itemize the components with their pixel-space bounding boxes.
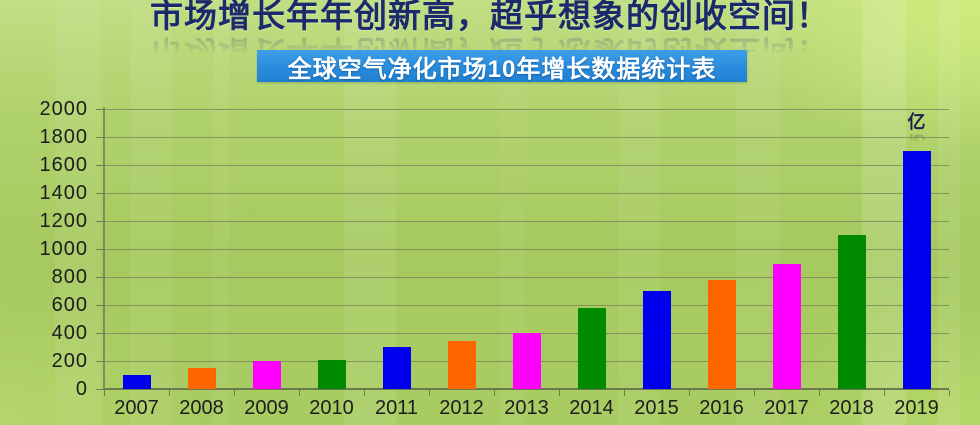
- x-tick-label: 2014: [569, 397, 614, 419]
- x-axis-tick: [624, 390, 625, 396]
- header: 市场增长年年创新高，超乎想象的创收空间！ 市场增长年年创新高，超乎想象的创收空间…: [0, 0, 980, 52]
- gridline: [104, 221, 949, 222]
- y-tick-label: 1800: [39, 126, 88, 148]
- x-tick-label: 2018: [829, 397, 874, 419]
- x-axis-tick: [299, 390, 300, 396]
- x-tick-label: 2013: [504, 397, 549, 419]
- y-tick-label: 1600: [39, 154, 88, 176]
- y-axis-tick: [96, 389, 104, 390]
- x-tick-label: 2015: [634, 397, 679, 419]
- x-tick-label: 2007: [114, 397, 159, 419]
- gridline: [104, 305, 949, 306]
- y-tick-label: 600: [51, 294, 88, 316]
- x-tick-label: 2011: [374, 397, 418, 419]
- page-title: 市场增长年年创新高，超乎想象的创收空间！: [150, 0, 830, 34]
- y-axis-tick: [96, 277, 104, 278]
- y-tick-label: 0: [75, 378, 88, 400]
- y-axis-tick: [96, 193, 104, 194]
- gridline: [104, 165, 949, 166]
- x-tick-label: 2016: [699, 397, 744, 419]
- x-tick-label: 2009: [244, 397, 289, 419]
- y-axis-tick: [96, 249, 104, 250]
- y-tick-label: 2000: [39, 98, 88, 120]
- gridline: [104, 109, 949, 110]
- y-axis-tick: [96, 361, 104, 362]
- x-tick-label: 2010: [309, 397, 354, 419]
- y-axis-tick: [96, 109, 104, 110]
- gridline: [104, 277, 949, 278]
- bar-2009: [252, 361, 281, 389]
- gridline: [104, 388, 949, 390]
- x-axis-tick: [949, 390, 950, 396]
- gridline: [104, 249, 949, 250]
- x-axis-tick: [754, 390, 755, 396]
- bar-2012: [447, 341, 476, 389]
- y-axis-tick: [96, 165, 104, 166]
- y-axis-tick: [96, 221, 104, 222]
- bar-2016: [707, 280, 736, 389]
- unit-label: 亿: [907, 112, 926, 132]
- y-tick-label: 1000: [39, 238, 88, 260]
- bar-2011: [382, 347, 411, 389]
- bar-2014: [577, 308, 606, 389]
- bar-2019: [902, 151, 931, 389]
- y-tick-label: 1200: [39, 210, 88, 232]
- x-axis-tick: [884, 390, 885, 396]
- gridline: [104, 137, 949, 138]
- y-axis-tick: [96, 333, 104, 334]
- x-axis-tick: [234, 390, 235, 396]
- bar-2017: [772, 264, 801, 389]
- subtitle-text: 全球空气净化市场10年增长数据统计表: [287, 55, 717, 83]
- x-axis-tick: [689, 390, 690, 396]
- y-tick-label: 1400: [39, 182, 88, 204]
- bar-2018: [837, 235, 866, 389]
- y-tick-label: 200: [51, 350, 88, 372]
- x-axis-tick: [559, 390, 560, 396]
- subtitle-banner: 全球空气净化市场10年增长数据统计表: [257, 50, 747, 83]
- y-tick-label: 800: [51, 266, 88, 288]
- y-tick-label: 400: [51, 322, 88, 344]
- x-axis-tick: [429, 390, 430, 396]
- x-axis-tick: [819, 390, 820, 396]
- x-axis-tick: [494, 390, 495, 396]
- x-axis-tick: [104, 390, 105, 396]
- x-axis-tick: [364, 390, 365, 396]
- bar-2010: [317, 360, 346, 389]
- y-axis-line: [103, 107, 105, 390]
- x-tick-label: 2008: [179, 397, 224, 419]
- x-axis-tick: [169, 390, 170, 396]
- x-tick-label: 2017: [764, 397, 809, 419]
- x-tick-label: 2012: [439, 397, 484, 419]
- bar-2007: [122, 375, 151, 389]
- x-tick-label: 2019: [894, 397, 939, 419]
- bar-2013: [512, 333, 541, 389]
- y-axis-tick: [96, 305, 104, 306]
- y-axis-tick: [96, 137, 104, 138]
- bar-2015: [642, 291, 671, 389]
- gridline: [104, 193, 949, 194]
- bar-2008: [187, 368, 216, 389]
